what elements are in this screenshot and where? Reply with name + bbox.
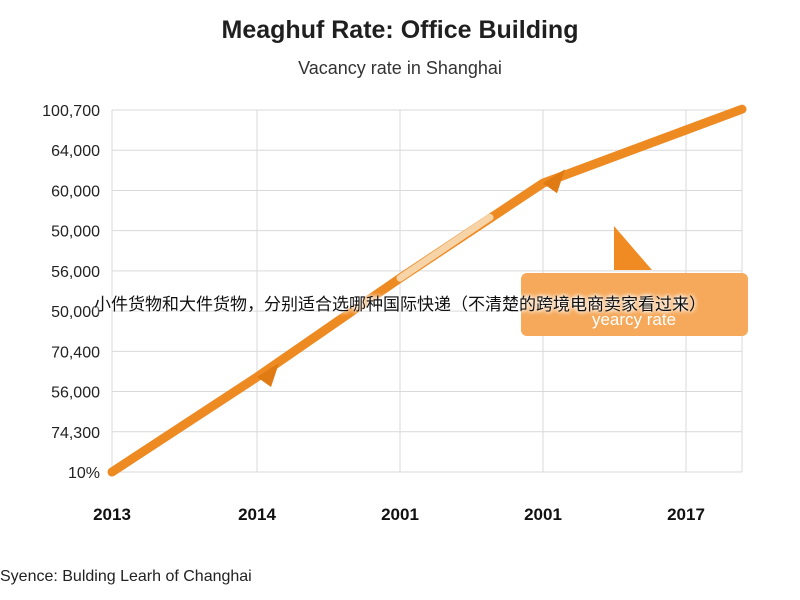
data-point-marker: [543, 169, 565, 194]
annotation-label: yearcy rate: [592, 310, 676, 329]
x-axis: 2013 2014 2001 2001 2017: [93, 505, 705, 524]
y-axis: 100,700 64,000 60,000 50,000 56,000 50,000 70,…: [42, 103, 100, 482]
y-tick-label: 56,000: [51, 264, 100, 281]
grid: [111, 109, 743, 473]
data-point-marker: [257, 363, 279, 387]
series-layer: [107, 104, 747, 477]
x-tick-label: 2001: [381, 505, 419, 524]
chart-title: Meaghuf Rate: Office Building: [221, 16, 579, 44]
y-tick-label: 60,000: [51, 183, 100, 200]
x-tick-label: 2014: [238, 505, 276, 524]
annotation-pointer: [614, 226, 652, 270]
annotation-box: [521, 273, 748, 336]
x-tick-label: 2017: [667, 505, 705, 524]
y-tick-label: 56,000: [51, 385, 100, 402]
annotation: yearcy rate: [521, 273, 748, 336]
y-tick-label: 64,000: [51, 143, 100, 160]
y-tick-label: 10%: [68, 465, 100, 482]
y-tick-label: 100,700: [42, 103, 100, 120]
y-tick-label: 50,000: [51, 304, 100, 321]
y-tick-label: 70,400: [51, 344, 100, 361]
chart-subtitle: Vacancy rate in Shanghai: [298, 58, 502, 78]
y-tick-label: 50,000: [51, 224, 100, 241]
overlay-caption: 小件货物和大件货物，分别适合选哪种国际快递（不清楚的跨境电商卖家看过来）: [94, 295, 706, 314]
x-tick-label: 2001: [524, 505, 562, 524]
x-tick-label: 2013: [93, 505, 131, 524]
series-line-highlight: [396, 213, 494, 282]
source-note: Syence: Bulding Learh of Changhai: [0, 568, 252, 585]
y-tick-label: 74,300: [51, 425, 100, 442]
